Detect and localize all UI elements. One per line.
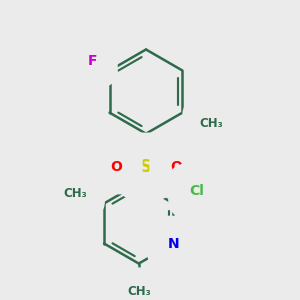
Text: CH₃: CH₃ <box>200 116 224 130</box>
Text: F: F <box>87 53 97 68</box>
Text: O: O <box>170 160 182 173</box>
Text: O: O <box>110 160 122 173</box>
Text: N: N <box>168 236 179 250</box>
Text: Cl: Cl <box>189 184 204 198</box>
Text: CH₃: CH₃ <box>64 187 87 200</box>
Text: CH₃: CH₃ <box>127 285 151 298</box>
Text: S: S <box>140 158 152 175</box>
